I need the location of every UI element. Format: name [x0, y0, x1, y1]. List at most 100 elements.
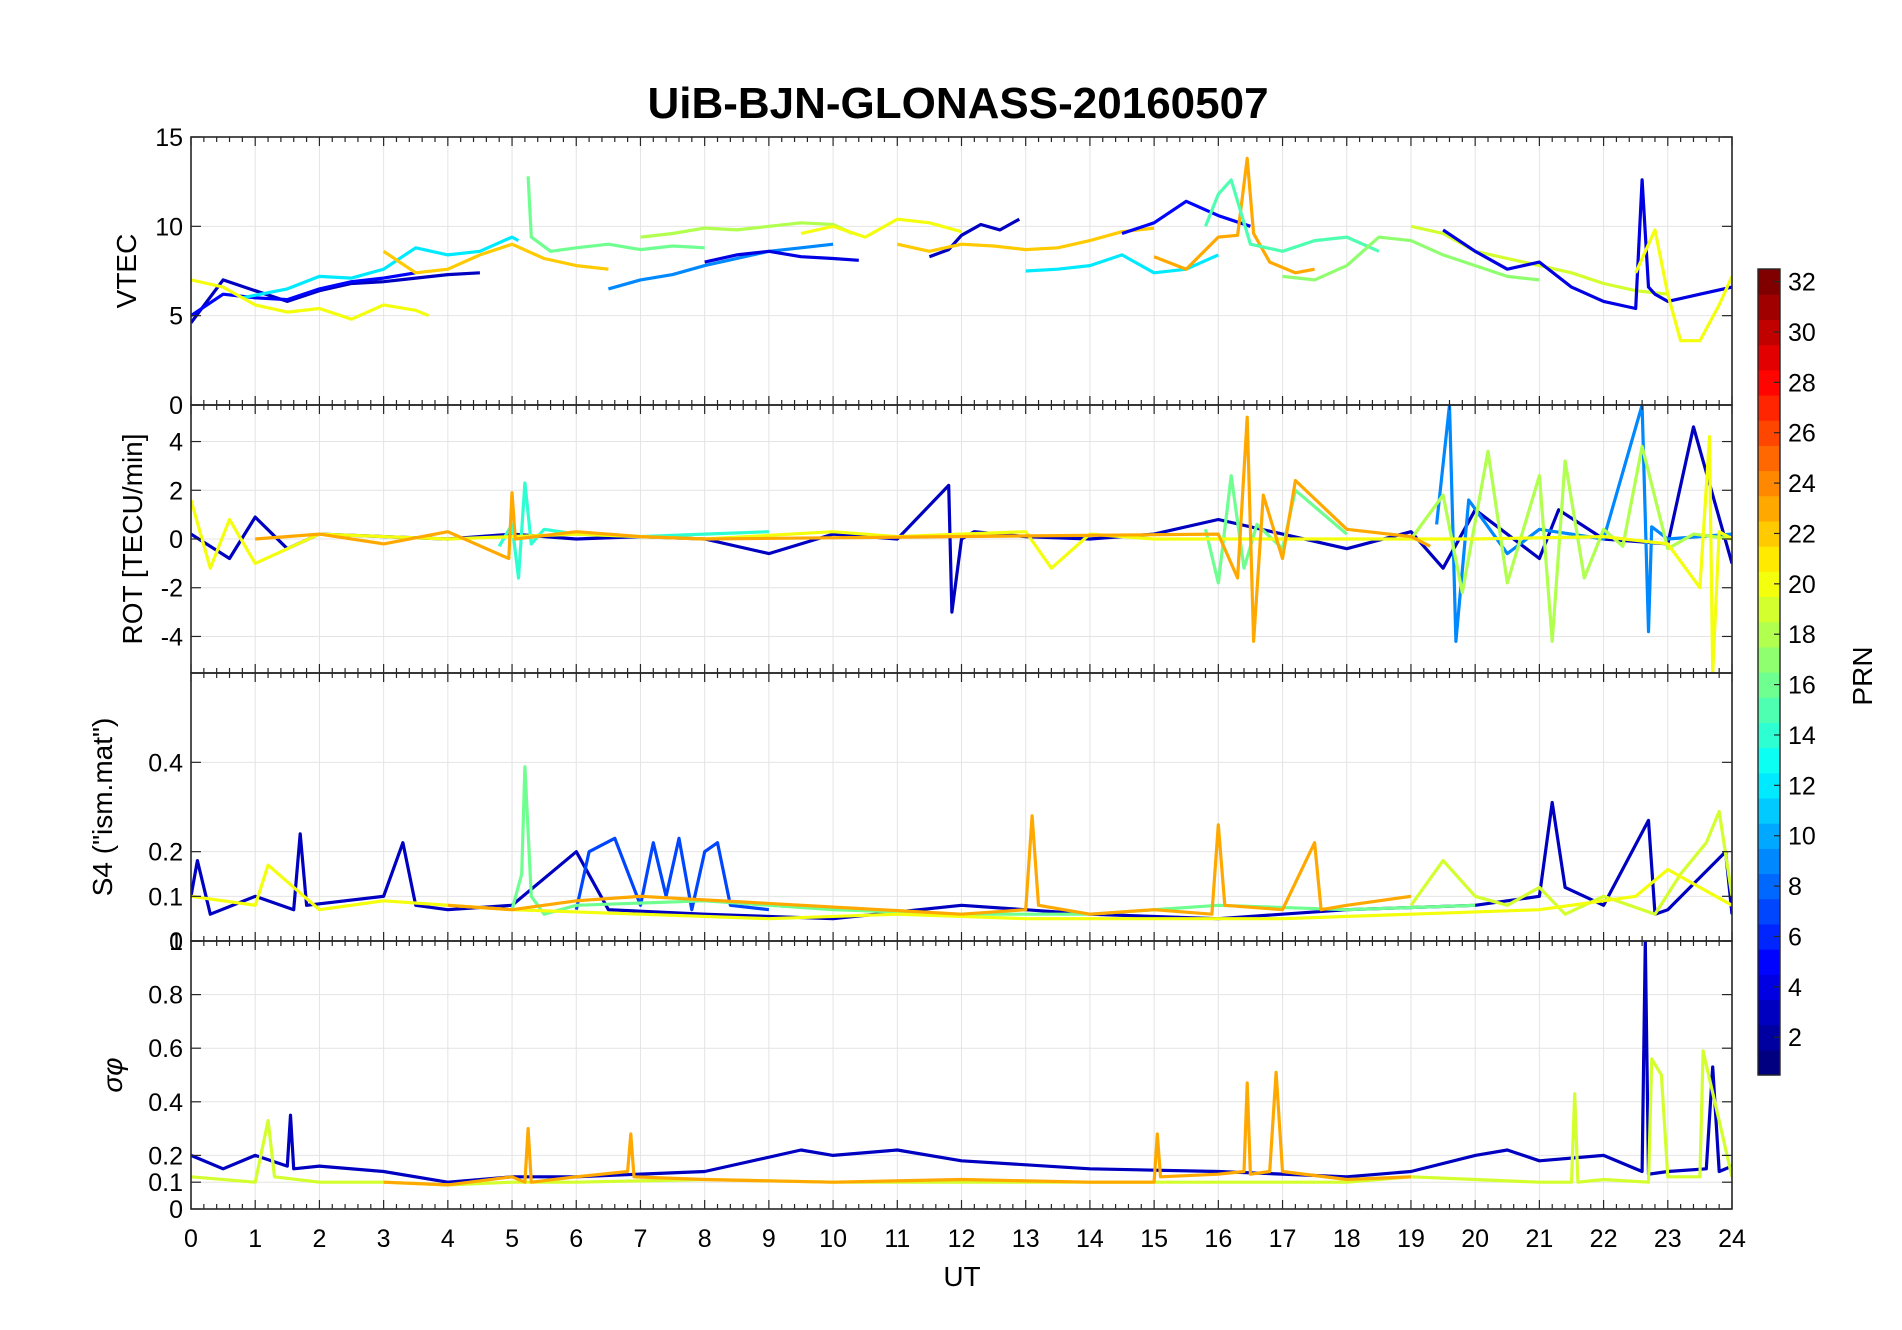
- vtec-series-group: [191, 156, 1732, 343]
- x-tick-label: 2: [312, 1225, 326, 1253]
- vtec-series-prn-22: [896, 226, 1155, 253]
- colorbar-segment: [1758, 546, 1780, 572]
- colorbar-segment: [1758, 923, 1780, 950]
- colorbar-segment: [1758, 571, 1780, 598]
- sigma-y-tick-label: 0.6: [148, 1035, 183, 1063]
- rot-series-group: [191, 405, 1732, 673]
- vtec-series-prn-16: [526, 176, 705, 253]
- colorbar-tick-label: 2: [1788, 1024, 1802, 1052]
- vtec-series-prn-20: [1634, 228, 1732, 343]
- colorbar-tick-label: 32: [1788, 269, 1816, 297]
- rot-y-tick-label: 4: [169, 429, 183, 457]
- sigma-series-group: [191, 941, 1732, 1187]
- colorbar-tick-label: 10: [1788, 823, 1816, 851]
- vtec-series-prn-5: [1121, 199, 1251, 236]
- colorbar-tick-label: 24: [1788, 470, 1816, 498]
- vtec-y-tick-label: 0: [169, 392, 183, 420]
- vtec-panel: 0 5 10 15: [155, 124, 1733, 420]
- x-tick-label: 5: [505, 1225, 519, 1253]
- rot-series-prn-18: [1409, 444, 1732, 643]
- vtec-y-tick-label: 10: [155, 213, 183, 241]
- vtec-series-prn-22: [382, 242, 609, 275]
- vtec-series-prn-12: [242, 235, 520, 300]
- colorbar-segment: [1758, 747, 1780, 774]
- sigma-series-prn-23: [383, 1070, 1412, 1187]
- vtec-series-prn-4: [704, 249, 859, 264]
- s4-y-tick-label: 0.1: [148, 883, 183, 911]
- x-tick-label: 18: [1333, 1225, 1361, 1253]
- colorbar-segment: [1758, 445, 1780, 472]
- vtec-series-prn-3: [191, 271, 480, 324]
- rot-y-tick-label: -2: [161, 575, 183, 603]
- x-tick-label: 17: [1269, 1225, 1297, 1253]
- vtec-series-prn-20: [800, 217, 962, 239]
- vtec-series-prn-18: [640, 221, 853, 239]
- sigma-y-tick-label: 1: [169, 928, 183, 956]
- rot-y-tick-label: -4: [161, 623, 183, 651]
- s4-y-tick-label: 0.2: [148, 839, 183, 867]
- s4-series-prn-16: [510, 765, 1476, 916]
- x-tick-label: 1: [248, 1225, 262, 1253]
- x-tick-label: 22: [1590, 1225, 1618, 1253]
- colorbar-segment: [1758, 369, 1780, 396]
- colorbar-segment: [1758, 420, 1780, 446]
- colorbar-segment: [1758, 823, 1780, 849]
- sigma-y-tick-label: 0.1: [148, 1169, 183, 1197]
- s4-series-prn-3: [191, 800, 1732, 921]
- s4-series-prn-23: [447, 814, 1412, 916]
- colorbar-tick-label: 18: [1788, 621, 1816, 649]
- x-tick-label: 20: [1461, 1225, 1489, 1253]
- vtec-series-prn-17: [1282, 235, 1540, 282]
- sigma-panel: 00.10.20.40.60.81: [148, 928, 1733, 1224]
- x-tick-label: 16: [1204, 1225, 1232, 1253]
- s4-y-axis-label: S4 ("ism.mat"): [87, 718, 118, 897]
- colorbar-tick-label: 16: [1788, 672, 1816, 700]
- sigma-series-prn-3: [191, 941, 1732, 1184]
- colorbar-segment: [1758, 949, 1780, 975]
- x-tick-label: 10: [819, 1225, 847, 1253]
- vtec-y-tick-label: 5: [169, 303, 183, 331]
- vtec-y-axis-label: VTEC: [111, 234, 142, 309]
- sigma-y-tick-label: 0.4: [148, 1089, 183, 1117]
- x-tick-label: 19: [1397, 1225, 1425, 1253]
- x-tick-label: 12: [948, 1225, 976, 1253]
- x-axis-label: UT: [943, 1261, 980, 1292]
- x-tick-label: 7: [634, 1225, 648, 1253]
- colorbar-segment: [1758, 772, 1780, 799]
- rot-y-tick-label: 0: [169, 526, 183, 554]
- rot-series-prn-23: [255, 415, 1431, 643]
- colorbar-segment: [1758, 999, 1780, 1026]
- colorbar-segment: [1758, 873, 1780, 900]
- s4-y-tick-label: 0: [169, 928, 183, 956]
- colorbar-tick-label: 22: [1788, 520, 1816, 548]
- colorbar-segment: [1758, 797, 1780, 824]
- s4-series-group: [191, 765, 1732, 921]
- rot-series-prn-9: [1435, 405, 1732, 643]
- colorbar-segment: [1758, 722, 1780, 749]
- x-tick-label: 4: [441, 1225, 455, 1253]
- colorbar-segment: [1758, 269, 1780, 295]
- s4-y-tick-label: 0.4: [148, 749, 183, 777]
- x-tick-label: 11: [884, 1225, 910, 1253]
- colorbar-segment: [1758, 1024, 1780, 1051]
- sigma-y-tick-label: 0: [169, 1196, 183, 1224]
- x-tick-label: 13: [1012, 1225, 1040, 1253]
- colorbar-tick-label: 14: [1788, 722, 1816, 750]
- colorbar-segment: [1758, 294, 1780, 320]
- colorbar-segment: [1758, 596, 1780, 623]
- rot-y-tick-label: 2: [169, 477, 183, 505]
- colorbar-segment: [1758, 319, 1780, 346]
- x-tick-labels: 0 1 2 3 4 5 6 7 8 9 10 11 12 13 14 15 16 17 18 19 20 21 22 23 24: [184, 1225, 1746, 1253]
- colorbar-tick-label: 4: [1788, 974, 1802, 1002]
- rot-series-prn-14: [497, 481, 769, 580]
- vtec-series-prn-4: [1442, 178, 1732, 311]
- rot-panel: -4 -2 0 2 4: [161, 404, 1733, 674]
- rot-series-prn-16: [1203, 474, 1348, 585]
- colorbar-tick-label: 6: [1788, 923, 1802, 951]
- sigma-y-axis-label: σφ: [97, 1057, 128, 1092]
- colorbar-segment: [1758, 898, 1780, 925]
- s4-series-prn-7: [574, 836, 770, 912]
- colorbar-label: PRN: [1847, 646, 1878, 705]
- chart-title: UiB-BJN-GLONASS-20160507: [647, 79, 1268, 128]
